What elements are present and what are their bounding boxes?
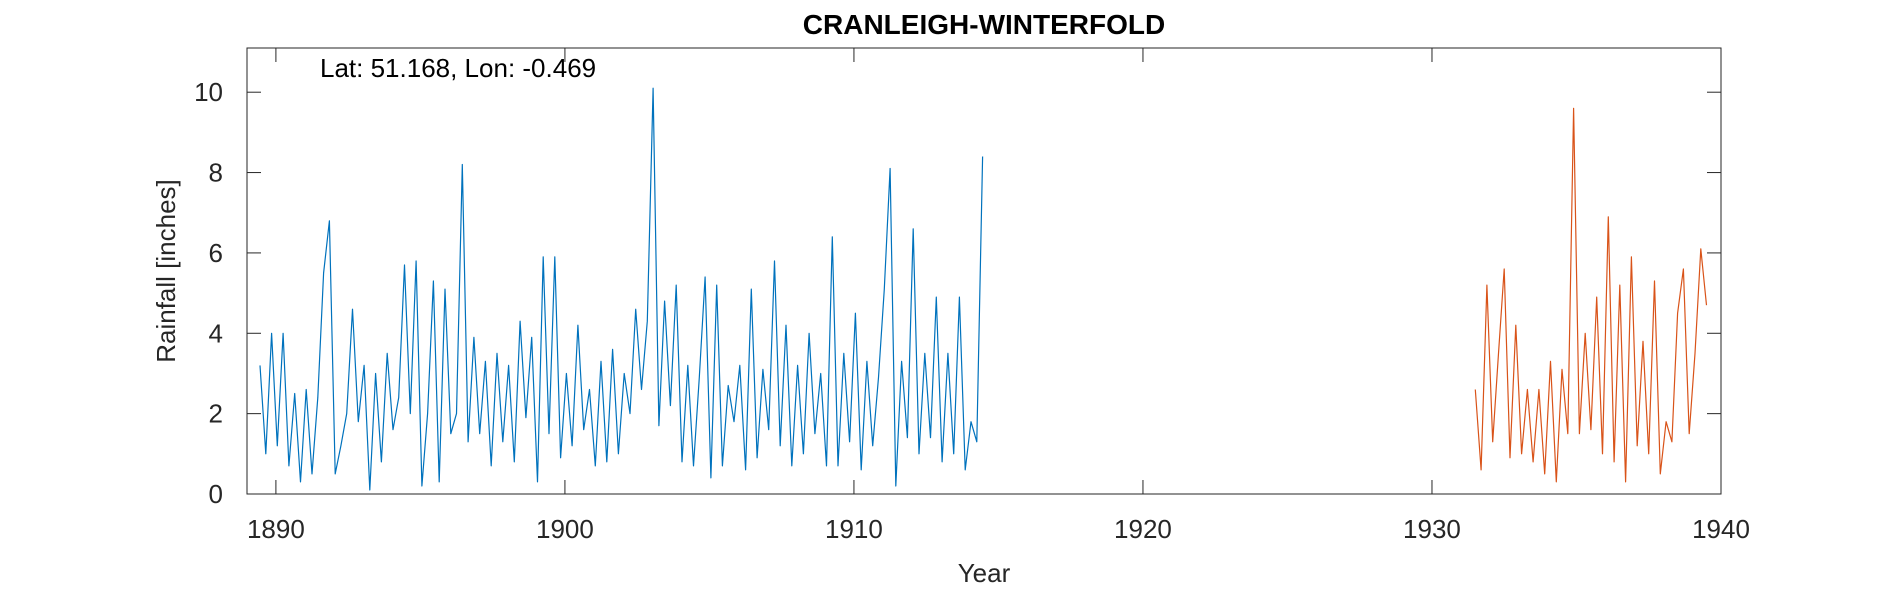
x-tick-label: 1930 bbox=[1403, 514, 1461, 544]
y-axis-title: Rainfall [inches] bbox=[151, 179, 181, 363]
series-line-1 bbox=[259, 87, 984, 491]
chart-title: CRANLEIGH-WINTERFOLD bbox=[803, 9, 1165, 40]
y-tick-label: 2 bbox=[209, 399, 223, 429]
coordinates-annotation: Lat: 51.168, Lon: -0.469 bbox=[320, 53, 596, 83]
plot-box bbox=[246, 47, 1722, 495]
y-tick-label: 10 bbox=[194, 77, 223, 107]
x-tick-label: 1890 bbox=[247, 514, 305, 544]
x-tick-label: 1920 bbox=[1114, 514, 1172, 544]
y-tick-label: 4 bbox=[209, 318, 223, 348]
series-layer bbox=[259, 87, 1708, 491]
x-tick-label: 1940 bbox=[1692, 514, 1750, 544]
x-tick-label: 1910 bbox=[825, 514, 883, 544]
x-tick-label: 1900 bbox=[536, 514, 594, 544]
y-tick-label: 6 bbox=[209, 238, 223, 268]
y-tick-label: 0 bbox=[209, 479, 223, 509]
plot-area bbox=[247, 48, 1721, 494]
y-tick-label: 8 bbox=[209, 158, 223, 188]
x-axis-title: Year bbox=[958, 558, 1011, 588]
series-line-2 bbox=[1474, 107, 1708, 483]
tick-labels: 1890 1900 1910 1920 1930 1940 0 2 4 6 8 10 bbox=[194, 77, 1750, 544]
